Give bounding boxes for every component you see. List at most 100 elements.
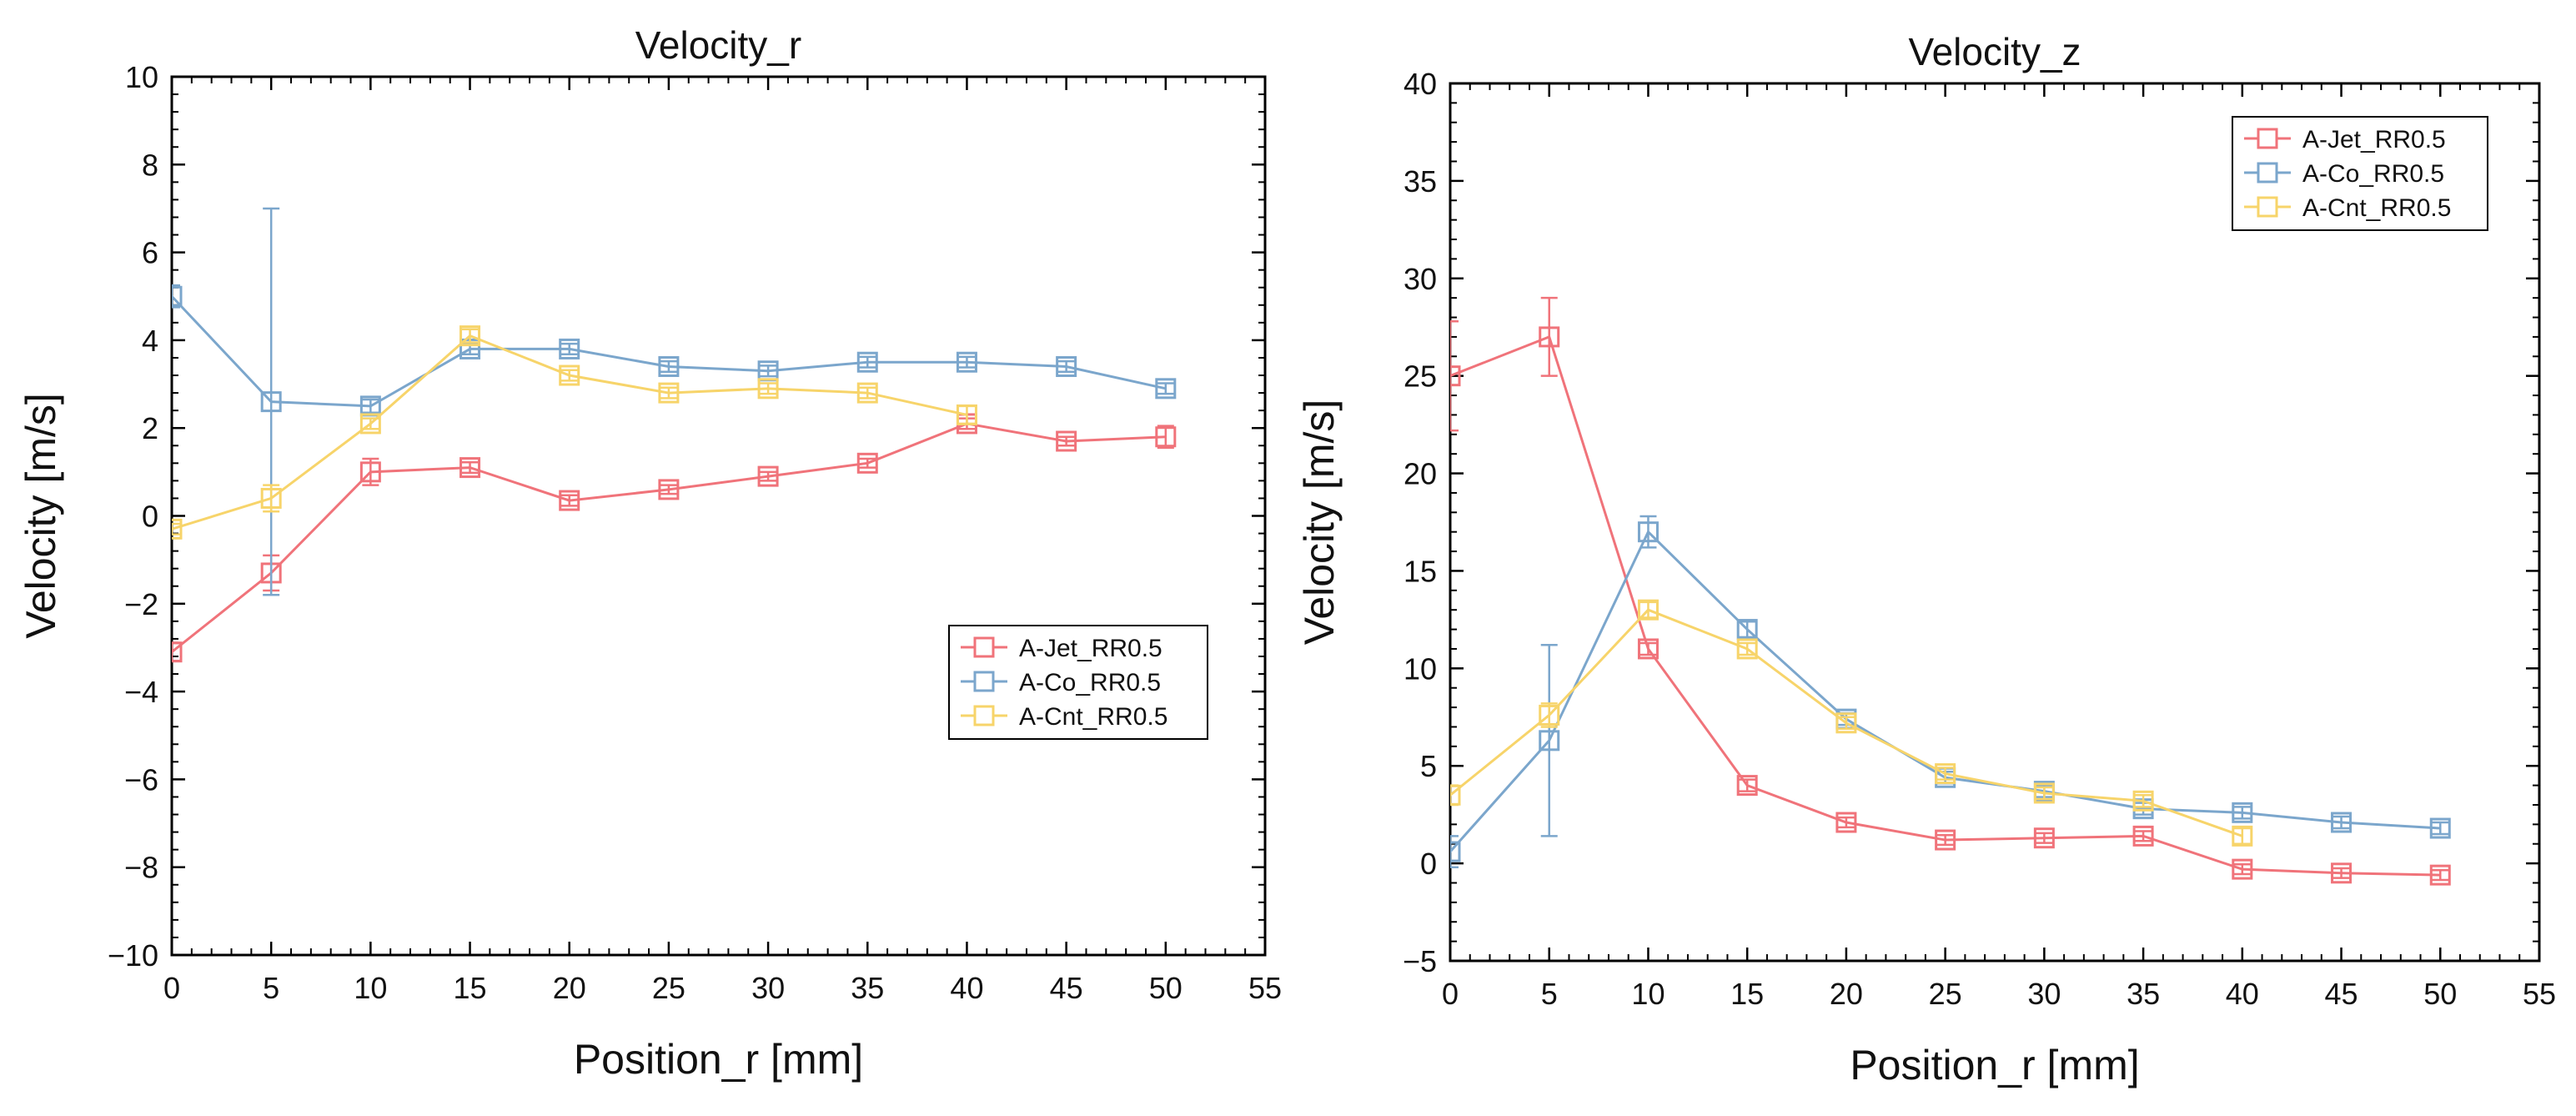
data-point bbox=[459, 457, 481, 479]
data-point bbox=[1637, 638, 1659, 660]
data-point bbox=[359, 413, 381, 435]
series-A-Cnt_RR0.5 bbox=[172, 325, 977, 540]
series-line bbox=[1450, 530, 2441, 853]
data-point bbox=[1539, 730, 1560, 752]
data-point bbox=[359, 461, 381, 483]
y-tick-label: 35 bbox=[1403, 164, 1437, 199]
y-tick-label: 6 bbox=[142, 236, 158, 270]
x-axis-label: Position_r [mm] bbox=[1850, 1042, 2139, 1088]
data-point bbox=[1736, 638, 1758, 660]
data-point bbox=[559, 364, 580, 386]
series-line bbox=[172, 422, 1166, 653]
x-tick-label: 30 bbox=[751, 971, 785, 1005]
data-point bbox=[1935, 763, 1956, 785]
y-tick-label: 8 bbox=[142, 148, 158, 182]
x-tick-label: 55 bbox=[2523, 977, 2556, 1011]
series-A-Co_RR0.5 bbox=[1450, 515, 2451, 869]
y-tick-label: 5 bbox=[1420, 749, 1437, 783]
data-point bbox=[1450, 841, 1461, 862]
data-point bbox=[1155, 426, 1177, 448]
data-point bbox=[956, 404, 977, 425]
data-point bbox=[559, 490, 580, 511]
legend: A-Jet_RR0.5 A-Co_RR0.5 A-Cnt_RR0.5 bbox=[948, 625, 1208, 740]
legend: A-Jet_RR0.5 A-Co_RR0.5 A-Cnt_RR0.5 bbox=[2232, 116, 2488, 231]
x-tick-label: 20 bbox=[553, 971, 586, 1005]
data-point bbox=[2331, 812, 2353, 833]
data-point bbox=[2033, 782, 2055, 804]
y-tick-label: 15 bbox=[1403, 554, 1437, 588]
data-point bbox=[2132, 790, 2154, 812]
chart-panel-1: Velocity_r Position_r [mm] Velocity [m/s] 0… bbox=[18, 23, 1282, 1083]
data-point bbox=[260, 391, 282, 413]
series-A-Jet_RR0.5 bbox=[172, 413, 1177, 663]
plot-area bbox=[1450, 296, 2451, 886]
data-point bbox=[1835, 812, 1857, 833]
data-point bbox=[2132, 825, 2154, 847]
y-tick-label: 25 bbox=[1403, 359, 1437, 394]
series-A-Jet_RR0.5 bbox=[1450, 296, 2451, 886]
legend-marker bbox=[2257, 196, 2278, 218]
series-A-Cnt_RR0.5 bbox=[1450, 599, 2253, 847]
data-point bbox=[1539, 326, 1560, 348]
x-tick-label: 15 bbox=[1730, 977, 1764, 1011]
plot-frame bbox=[1449, 82, 2541, 963]
data-point bbox=[260, 487, 282, 509]
legend-label: A-Cnt_RR0.5 bbox=[1019, 703, 1167, 731]
data-point bbox=[658, 479, 680, 500]
data-point bbox=[1450, 365, 1461, 387]
data-point bbox=[2232, 802, 2253, 823]
legend-marker bbox=[2257, 128, 2278, 149]
y-tick-label: −6 bbox=[124, 762, 158, 797]
y-tick-label: 10 bbox=[125, 60, 158, 94]
series-line bbox=[1450, 334, 2441, 877]
legend-label: A-Co_RR0.5 bbox=[2302, 160, 2444, 188]
x-tick-label: 50 bbox=[1149, 971, 1183, 1005]
x-tick-label: 0 bbox=[1442, 977, 1459, 1011]
data-point bbox=[1637, 599, 1659, 621]
data-point bbox=[172, 641, 183, 663]
x-tick-label: 20 bbox=[1830, 977, 1863, 1011]
data-point bbox=[658, 355, 680, 377]
data-point bbox=[172, 518, 183, 540]
x-tick-label: 35 bbox=[2127, 977, 2160, 1011]
legend-label: A-Jet_RR0.5 bbox=[1019, 635, 1162, 662]
y-tick-label: −4 bbox=[124, 675, 158, 709]
data-point bbox=[1056, 430, 1077, 452]
data-point bbox=[2232, 858, 2253, 880]
legend-marker bbox=[973, 705, 995, 726]
y-tick-label: −8 bbox=[124, 851, 158, 885]
x-axis-label: Position_r [mm] bbox=[574, 1036, 863, 1083]
data-point bbox=[2429, 817, 2451, 839]
x-tick-label: 10 bbox=[354, 971, 387, 1005]
x-tick-label: 35 bbox=[851, 971, 884, 1005]
y-tick-label: 0 bbox=[1420, 847, 1437, 881]
legend-label: A-Cnt_RR0.5 bbox=[2302, 194, 2451, 222]
data-point bbox=[172, 285, 183, 307]
data-point bbox=[1935, 829, 1956, 851]
x-tick-label: 5 bbox=[1541, 977, 1558, 1011]
x-tick-label: 25 bbox=[1929, 977, 1962, 1011]
legend-label: A-Jet_RR0.5 bbox=[2302, 126, 2446, 153]
data-point bbox=[2429, 864, 2451, 886]
y-tick-label: 10 bbox=[1403, 651, 1437, 686]
data-point bbox=[559, 338, 580, 359]
data-point bbox=[2232, 825, 2253, 847]
x-tick-label: 40 bbox=[2226, 977, 2259, 1011]
legend-marker bbox=[973, 636, 995, 658]
data-point bbox=[1450, 784, 1461, 806]
chart-title: Velocity_z bbox=[1908, 30, 2081, 73]
y-tick-label: 4 bbox=[142, 324, 158, 358]
data-point bbox=[856, 382, 878, 404]
data-point bbox=[856, 452, 878, 474]
data-point bbox=[2331, 862, 2353, 884]
data-point bbox=[658, 382, 680, 404]
x-tick-label: 5 bbox=[263, 971, 279, 1005]
chart-panel-2: Velocity_z Position_r [mm] Velocity [m/s] 0… bbox=[1296, 30, 2556, 1088]
legend-label: A-Co_RR0.5 bbox=[1019, 669, 1161, 696]
plot-frame bbox=[170, 75, 1267, 957]
y-axis-label: Velocity [m/s] bbox=[18, 393, 64, 639]
y-tick-label: 20 bbox=[1403, 457, 1437, 491]
x-tick-label: 40 bbox=[950, 971, 983, 1005]
x-tick-label: 25 bbox=[652, 971, 685, 1005]
